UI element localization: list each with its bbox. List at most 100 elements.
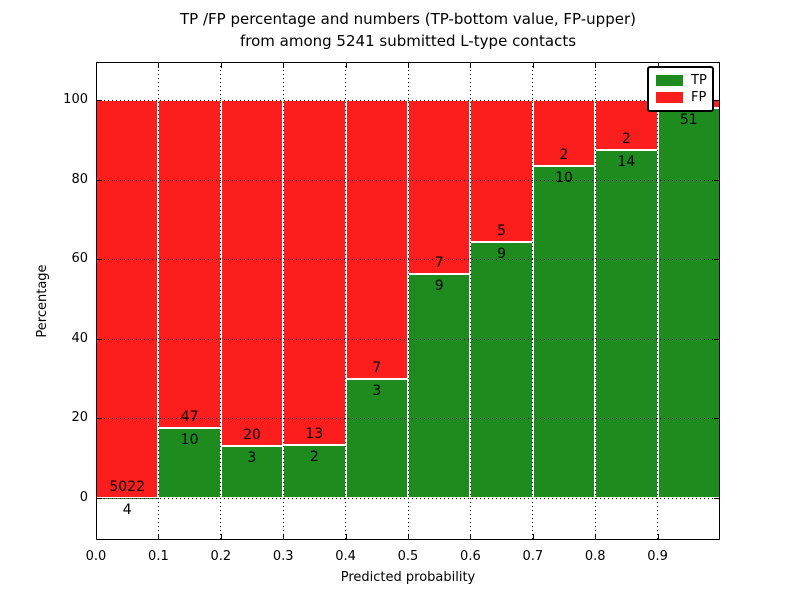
bar-segment-fp xyxy=(158,100,221,429)
bar-label-tp: 10 xyxy=(180,432,199,449)
x-tick-mark xyxy=(345,63,347,68)
y-tick-mark xyxy=(714,179,719,181)
y-tick-mark xyxy=(97,100,102,101)
bar-segment-tp xyxy=(408,274,471,498)
bar-label-tp: 3 xyxy=(247,450,257,467)
x-tick-label: 0.6 xyxy=(460,549,481,564)
y-tick-label: 60 xyxy=(71,251,88,267)
bar-label-fp: 7 xyxy=(372,359,382,376)
x-tick-mark xyxy=(220,63,222,68)
fp-color-swatch xyxy=(656,92,683,103)
y-axis-label: Percentage xyxy=(35,264,50,338)
bar-segment-fp xyxy=(220,100,284,447)
bar-segment-tp xyxy=(532,166,596,498)
y-tick-mark xyxy=(714,498,719,499)
bar-label-tp: 9 xyxy=(434,278,444,295)
y-tick-mark xyxy=(714,100,719,101)
y-tick-label: 0 xyxy=(79,490,88,505)
legend-item-tp: TP xyxy=(656,72,707,89)
x-tick-mark xyxy=(595,63,597,68)
bar-label-tp: 4 xyxy=(122,501,132,518)
y-tick-mark xyxy=(97,498,102,499)
bar-segment-fp xyxy=(532,100,596,167)
bar-label-tp: 3 xyxy=(372,382,382,399)
bar-segment-tp xyxy=(657,107,720,498)
bar-label-fp: 7 xyxy=(434,255,444,272)
bar-label-tp: 14 xyxy=(617,153,636,170)
chart-title-line1: TP /FP percentage and numbers (TP-bottom… xyxy=(180,10,636,28)
gridline-vertical xyxy=(532,62,534,540)
bar-label-fp: 2 xyxy=(621,130,631,147)
x-tick-mark xyxy=(470,534,472,539)
y-tick-mark xyxy=(714,259,719,261)
legend-label-fp: FP xyxy=(691,90,707,105)
bar-label-fp: 5 xyxy=(497,223,507,240)
x-tick-mark xyxy=(283,534,285,539)
x-tick-label: 0.2 xyxy=(210,549,232,564)
bar-segment-fp xyxy=(470,100,533,243)
x-tick-label: 0.4 xyxy=(335,549,356,564)
x-tick-mark xyxy=(220,534,222,539)
x-tick-mark xyxy=(96,63,97,68)
x-tick-mark xyxy=(657,63,659,68)
gridline-vertical xyxy=(345,62,347,540)
bar-label-fp: 2 xyxy=(559,147,569,164)
x-tick-mark xyxy=(532,534,534,539)
x-tick-mark xyxy=(345,534,347,539)
legend-item-fp: FP xyxy=(656,89,707,106)
bar-label-tp: 10 xyxy=(555,170,573,187)
x-tick-mark xyxy=(470,63,472,68)
x-tick-mark xyxy=(158,534,160,539)
y-tick-label: 80 xyxy=(71,171,88,187)
x-tick-mark xyxy=(408,63,409,68)
x-tick-mark xyxy=(96,534,97,539)
y-tick-label: 40 xyxy=(71,330,88,346)
y-tick-label: 100 xyxy=(63,92,88,107)
gridline-vertical xyxy=(282,62,284,540)
bar-label-tp: 51 xyxy=(679,111,698,128)
gridline-vertical xyxy=(594,62,596,540)
gridline-vertical xyxy=(407,62,409,540)
bar-label-fp: 13 xyxy=(305,425,324,442)
x-axis-label: Predicted probability xyxy=(340,570,476,585)
y-tick-mark xyxy=(714,338,719,340)
gridline-vertical xyxy=(657,62,659,540)
x-tick-label: 0.8 xyxy=(584,549,606,564)
bar-segment-tp xyxy=(283,444,346,498)
chart-title-line2: from among 5241 submitted L-type contact… xyxy=(239,32,577,50)
x-tick-mark xyxy=(283,63,285,68)
x-tick-label: 0.5 xyxy=(397,549,419,564)
bar-segment-tp xyxy=(220,446,284,498)
bar-segment-tp xyxy=(470,242,533,498)
y-tick-mark xyxy=(97,259,102,261)
x-tick-mark xyxy=(408,534,409,539)
x-tick-mark xyxy=(595,534,597,539)
x-tick-mark xyxy=(532,63,534,68)
gridline-vertical xyxy=(220,62,222,540)
bar-label-fp: 5022 xyxy=(109,478,146,495)
bar-segment-tp xyxy=(595,149,658,498)
y-tick-mark xyxy=(97,418,102,420)
bar-segment-fp xyxy=(283,100,346,445)
legend-label-tp: TP xyxy=(691,73,707,88)
y-tick-mark xyxy=(97,179,102,181)
bar-segment-tp xyxy=(158,428,221,498)
x-tick-label: 0.3 xyxy=(272,549,294,564)
bar-label-fp: 47 xyxy=(180,409,199,426)
x-tick-mark xyxy=(158,63,160,68)
x-tick-label: 0.9 xyxy=(647,549,668,564)
plot-area: 5022 4 47 10 20 3 13 2 7 3 7 9 5 9 2 10 2 14 51 xyxy=(96,62,720,540)
y-tick-mark xyxy=(97,338,102,340)
y-tick-label: 20 xyxy=(71,410,88,426)
x-tick-mark xyxy=(657,534,659,539)
bar-segment-fp xyxy=(345,100,408,379)
tp-color-swatch xyxy=(656,75,683,86)
bar-segment-tp xyxy=(345,378,408,498)
y-tick-mark xyxy=(714,418,719,420)
gridline-vertical xyxy=(469,62,471,540)
chart-title: TP /FP percentage and numbers (TP-bottom… xyxy=(96,8,720,52)
bar-segment-fp xyxy=(408,100,471,275)
bar-label-tp: 2 xyxy=(309,448,319,465)
x-tick-label: 0.0 xyxy=(85,549,107,564)
